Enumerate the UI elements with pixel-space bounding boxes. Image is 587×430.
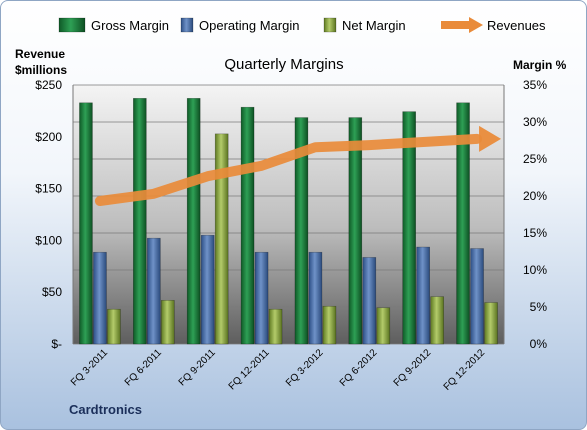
revenue-arrow-head <box>479 125 502 152</box>
category-label: FQ 3-2011 <box>69 347 110 388</box>
bar-operating-margin <box>93 251 107 345</box>
bar-gross-margin <box>79 102 93 345</box>
bar-net-margin <box>430 296 444 345</box>
left-tick-label: $- <box>51 337 62 351</box>
bar-operating-margin <box>362 257 377 345</box>
legend-net-margin-swatch <box>323 17 337 33</box>
bar-net-margin <box>268 308 283 345</box>
right-tick-label: 25% <box>523 152 547 166</box>
right-axis-label: Margin % <box>513 58 567 72</box>
bar-gross-margin <box>133 98 147 345</box>
bar-gross-margin <box>456 102 470 345</box>
bar-net-margin <box>214 133 229 345</box>
legend-gross-margin-label: Gross Margin <box>91 18 169 33</box>
chart-title: Quarterly Margins <box>224 56 343 73</box>
right-tick-label: 5% <box>530 300 548 314</box>
legend-net-margin-label: Net Margin <box>342 18 406 33</box>
left-tick-label: $50 <box>42 285 62 299</box>
right-tick-label: 0% <box>530 337 548 351</box>
category-label: FQ 3-2012 <box>284 347 326 389</box>
bar-operating-margin <box>254 251 269 345</box>
bar-gross-margin <box>294 117 309 345</box>
category-label: FQ 12-2012 <box>442 347 488 393</box>
left-axis-ticks: $- $50 $100 $150 $200 $250 <box>35 78 62 351</box>
bar-net-margin <box>322 305 337 345</box>
revenue-series-line <box>94 133 483 206</box>
category-label: FQ 12-2011 <box>227 347 272 392</box>
legend-revenues-arrow <box>469 17 483 33</box>
category-label: FQ 6-2011 <box>123 347 164 388</box>
left-axis-label-line2: $millions <box>15 63 67 77</box>
bar-operating-margin <box>416 246 430 345</box>
bar-gross-margin <box>240 106 255 345</box>
left-tick-label: $100 <box>35 233 62 247</box>
left-tick-label: $150 <box>35 182 62 196</box>
bar-gross-margin <box>348 117 363 345</box>
left-axis-label-line1: Revenue <box>15 47 65 61</box>
right-tick-label: 10% <box>523 263 547 277</box>
bar-gross-margin <box>186 98 201 345</box>
bar-operating-margin <box>308 251 323 345</box>
bar-net-margin <box>161 300 175 345</box>
right-tick-label: 30% <box>523 115 547 129</box>
bar-net-margin <box>376 307 391 345</box>
legend-revenues-label: Revenues <box>487 18 546 33</box>
legend-operating-margin-swatch <box>180 17 194 33</box>
bar-operating-margin <box>470 248 484 345</box>
bar-net-margin <box>484 302 498 345</box>
left-tick-label: $250 <box>35 78 62 92</box>
left-tick-label: $200 <box>35 130 62 144</box>
right-tick-label: 35% <box>523 78 547 92</box>
revenue-line <box>94 125 502 206</box>
bar-net-margin <box>107 308 121 345</box>
legend-operating-margin-label: Operating Margin <box>199 18 299 33</box>
legend-gross-margin-swatch <box>58 17 86 33</box>
category-label: FQ 6-2012 <box>338 347 380 389</box>
right-tick-label: 15% <box>523 226 547 240</box>
bar-operating-margin <box>147 237 161 345</box>
category-label: FQ 9-2012 <box>392 347 434 389</box>
legend: Gross Margin Operating Margin Net Margin Re… <box>58 17 546 33</box>
category-label: FQ 9-2011 <box>177 347 218 388</box>
bar-gross-margin <box>402 111 416 345</box>
company-name: Cardtronics <box>69 402 142 417</box>
right-tick-label: 20% <box>523 189 547 203</box>
right-axis-ticks: 0% 5% 10% 15% 20% 25% 30% 35% <box>523 78 547 351</box>
bar-operating-margin <box>200 234 215 345</box>
category-labels: FQ 3-2011 FQ 6-2011 FQ 9-2011 FQ 12-2011 FQ … <box>69 347 487 393</box>
